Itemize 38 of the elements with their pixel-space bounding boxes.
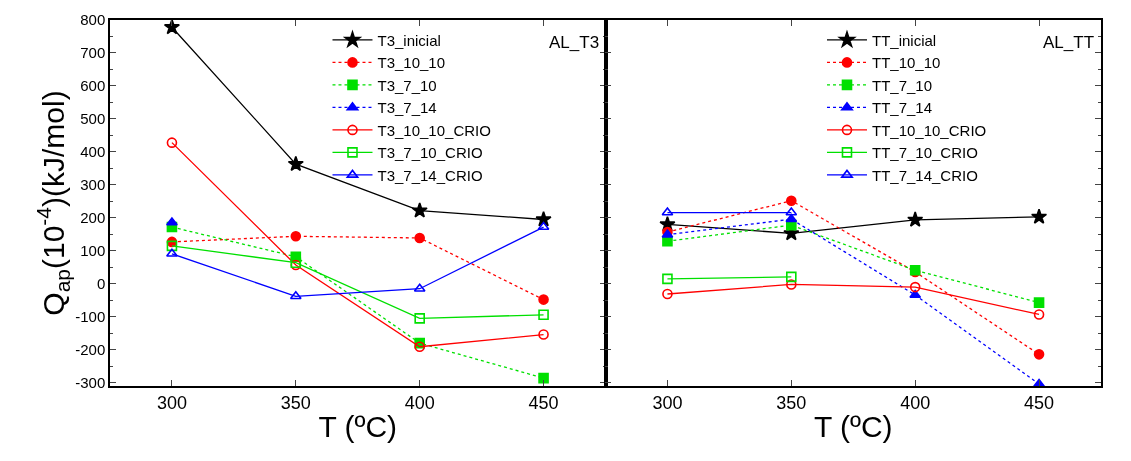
- legend-label: T3_7_10: [377, 76, 437, 94]
- y-tick-label: -200: [75, 340, 106, 358]
- y-tick-label: 100: [80, 242, 106, 260]
- y-tick-label: 200: [80, 209, 106, 227]
- y-tick-label: 800: [80, 11, 106, 29]
- x-tick-label: 400: [900, 393, 931, 414]
- y-tick-label: -100: [75, 308, 106, 326]
- legend-label: T3_7_10_CRIO: [377, 144, 483, 162]
- y-tick-label: 500: [80, 110, 106, 128]
- annotation: AL_T3: [549, 33, 600, 52]
- legend-label: T3_10_10: [377, 54, 446, 72]
- legend-label: TT_7_14_CRIO: [871, 166, 978, 184]
- y-tick-label: 0: [96, 275, 106, 293]
- legend-label: T3_10_10_CRIO: [377, 121, 491, 139]
- legend-label: TT_10_10_CRIO: [871, 121, 987, 139]
- x-tick-label: 300: [156, 393, 187, 414]
- x-tick-label: 300: [652, 393, 683, 414]
- legend-label: TT_7_10: [871, 76, 933, 94]
- x-axis-title: T (ºC): [318, 410, 398, 444]
- y-tick-label: 400: [80, 143, 106, 161]
- legend-label: TT_7_10_CRIO: [871, 144, 978, 162]
- annotation: AL_TT: [1043, 33, 1095, 52]
- x-tick-label: 400: [404, 393, 435, 414]
- x-tick-label: 450: [1024, 393, 1055, 414]
- legend-label: TT_10_10: [871, 54, 941, 72]
- x-tick-label: 450: [528, 393, 559, 414]
- y-tick-label: 600: [80, 77, 106, 95]
- legend-label: T3_inicial: [377, 31, 441, 49]
- legend-label: TT_inicial: [871, 31, 937, 49]
- x-tick-label: 350: [280, 393, 311, 414]
- x-axis-title: T (ºC): [813, 410, 893, 444]
- y-tick-label: -300: [75, 373, 106, 391]
- legend-label: TT_7_14: [871, 99, 933, 117]
- legend-label: T3_7_14: [377, 99, 437, 117]
- legend-label: T3_7_14_CRIO: [377, 166, 483, 184]
- y-tick-label: 300: [80, 176, 106, 194]
- x-tick-label: 350: [776, 393, 807, 414]
- y-tick-label: 700: [80, 44, 106, 62]
